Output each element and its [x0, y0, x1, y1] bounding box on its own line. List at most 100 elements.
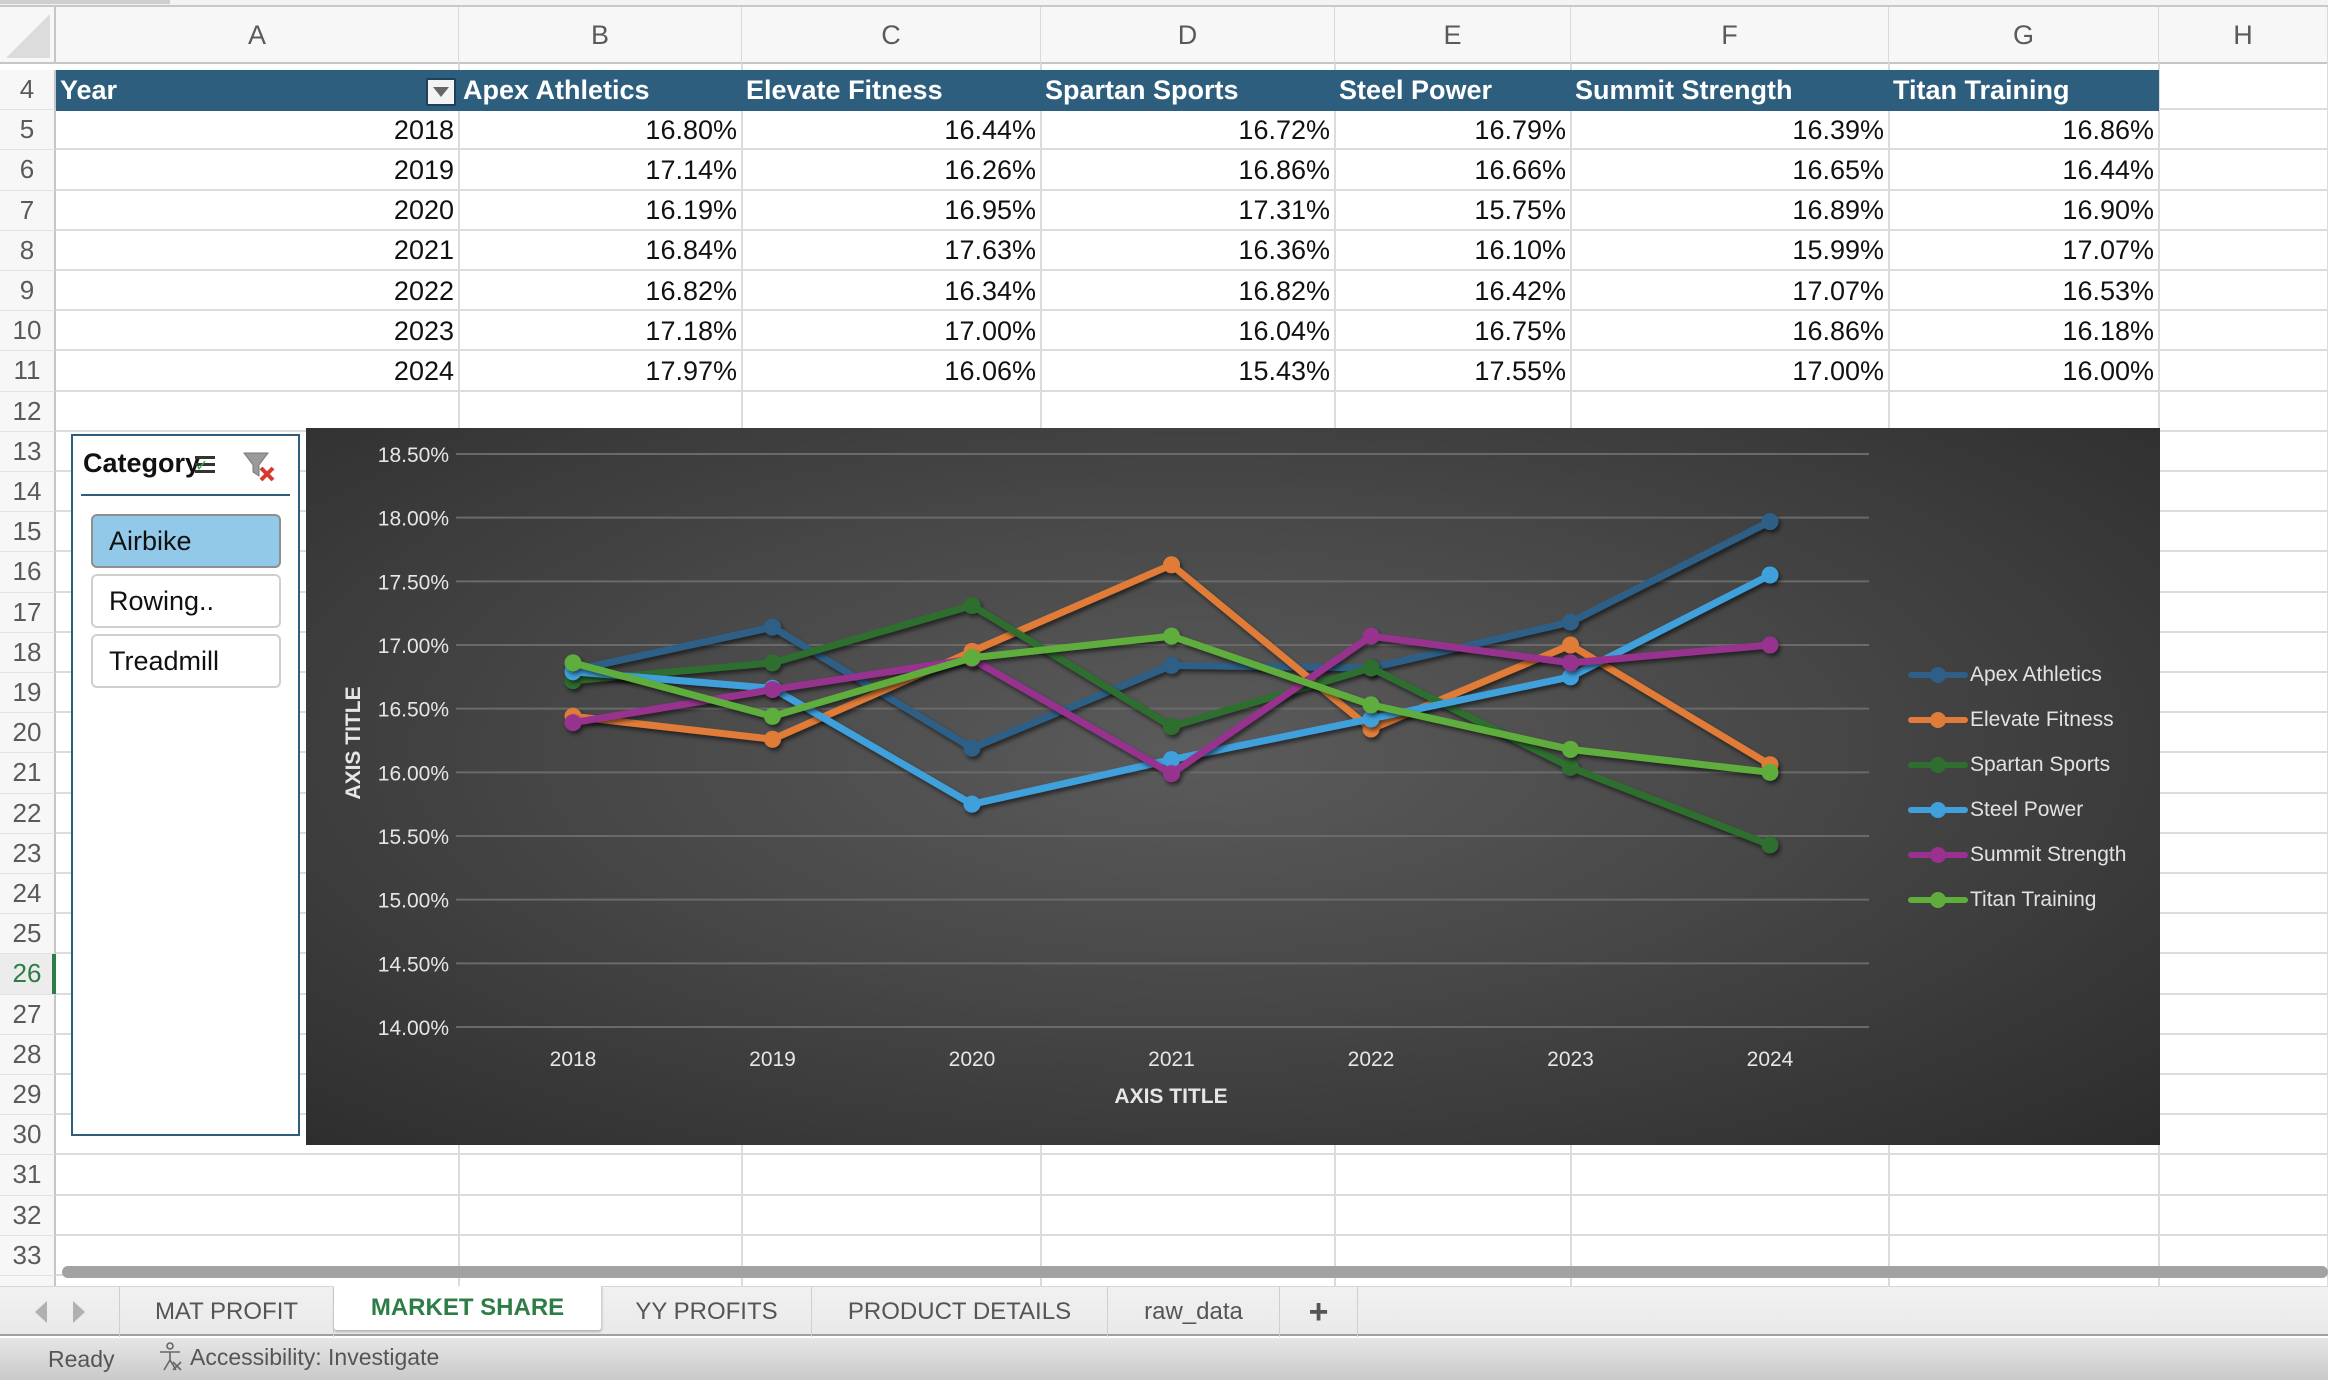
row-header-8[interactable]: 8 — [0, 230, 56, 271]
market-share-cell[interactable]: 16.72% — [1238, 114, 1330, 145]
legend-item[interactable]: Apex Athletics — [1908, 652, 2126, 697]
data-point[interactable] — [1362, 627, 1380, 645]
prev-sheet-icon[interactable] — [34, 1301, 47, 1323]
data-point[interactable] — [963, 597, 981, 615]
column-header-g[interactable]: G — [1889, 7, 2159, 64]
market-share-cell[interactable]: 16.86% — [1792, 315, 1884, 346]
series-titan-training[interactable] — [564, 627, 1779, 781]
legend-item[interactable]: Elevate Fitness — [1908, 697, 2126, 742]
data-point[interactable] — [1562, 636, 1579, 654]
data-point[interactable] — [1163, 765, 1180, 783]
row-header-10[interactable]: 10 — [0, 311, 56, 352]
column-header-h[interactable]: H — [2159, 7, 2328, 64]
market-share-cell[interactable]: 16.04% — [1238, 315, 1330, 346]
row-header-4[interactable]: 4 — [0, 70, 56, 111]
market-share-cell[interactable]: 16.18% — [2062, 315, 2154, 346]
row-header-6[interactable]: 6 — [0, 150, 56, 191]
column-header-d[interactable]: D — [1041, 7, 1335, 64]
data-point[interactable] — [1163, 656, 1180, 674]
row-header-16[interactable]: 16 — [0, 552, 56, 593]
sheet-tab-mat-profit[interactable]: MAT PROFIT — [120, 1287, 334, 1337]
sheet-tab-raw-data[interactable]: raw_data — [1108, 1287, 1280, 1337]
data-point[interactable] — [1163, 717, 1180, 735]
row-header-28[interactable]: 28 — [0, 1034, 56, 1075]
column-header-e[interactable]: E — [1335, 7, 1571, 64]
row-header-30[interactable]: 30 — [0, 1115, 56, 1156]
legend-item[interactable]: Titan Training — [1908, 877, 2126, 922]
data-point[interactable] — [1362, 696, 1380, 714]
data-point[interactable] — [1562, 758, 1579, 776]
market-share-cell[interactable]: 16.82% — [1238, 275, 1330, 306]
data-point[interactable] — [1163, 627, 1180, 645]
market-share-cell[interactable]: 16.90% — [2062, 195, 2154, 226]
market-share-cell[interactable]: 16.65% — [1792, 154, 1884, 185]
data-point[interactable] — [1163, 556, 1180, 574]
data-point[interactable] — [764, 707, 781, 725]
market-share-cell[interactable]: 16.34% — [944, 275, 1036, 306]
market-share-cell[interactable]: 16.53% — [2062, 275, 2154, 306]
next-sheet-icon[interactable] — [72, 1301, 85, 1323]
sheet-tab-market-share[interactable]: MARKET SHARE — [334, 1286, 602, 1330]
data-point[interactable] — [963, 739, 981, 757]
category-slicer[interactable]: Category ✓ Airbike Rowing.. Treadmill — [71, 434, 300, 1136]
market-share-cell[interactable]: 16.00% — [2062, 355, 2154, 386]
y-axis-title[interactable]: AXIS TITLE — [342, 686, 365, 799]
year-cell[interactable]: 2018 — [393, 114, 454, 145]
clear-filter-icon[interactable] — [241, 450, 277, 482]
market-share-cell[interactable]: 16.36% — [1238, 235, 1330, 266]
market-share-cell[interactable]: 17.31% — [1238, 195, 1330, 226]
market-share-cell[interactable]: 15.99% — [1792, 235, 1884, 266]
market-share-cell[interactable]: 16.19% — [645, 195, 737, 226]
market-share-cell[interactable]: 16.26% — [944, 154, 1036, 185]
market-share-cell[interactable]: 16.86% — [1238, 154, 1330, 185]
chart-legend[interactable]: Apex Athletics Elevate Fitness Spartan Spo… — [1908, 652, 2126, 922]
market-share-cell[interactable]: 16.86% — [2062, 114, 2154, 145]
data-point[interactable] — [1562, 613, 1579, 631]
data-point[interactable] — [1761, 566, 1779, 584]
year-cell[interactable]: 2022 — [393, 275, 454, 306]
market-share-cell[interactable]: 17.63% — [944, 235, 1036, 266]
year-cell[interactable]: 2020 — [393, 195, 454, 226]
sheet-tab-product-details[interactable]: PRODUCT DETAILS — [812, 1287, 1108, 1337]
add-sheet-button[interactable]: + — [1280, 1287, 1358, 1337]
year-filter-dropdown-icon[interactable] — [426, 78, 456, 106]
market-share-cell[interactable]: 17.18% — [645, 315, 737, 346]
row-header-24[interactable]: 24 — [0, 874, 56, 915]
row-header-19[interactable]: 19 — [0, 673, 56, 714]
data-point[interactable] — [564, 714, 582, 732]
data-point[interactable] — [1761, 836, 1779, 854]
market-share-cell[interactable]: 16.89% — [1792, 195, 1884, 226]
row-header-17[interactable]: 17 — [0, 592, 56, 633]
data-point[interactable] — [1163, 751, 1180, 769]
market-share-cell[interactable]: 17.55% — [1474, 355, 1566, 386]
market-share-cell[interactable]: 16.66% — [1474, 154, 1566, 185]
row-header-26[interactable]: 26 — [0, 954, 56, 995]
row-header-15[interactable]: 15 — [0, 512, 56, 553]
data-point[interactable] — [963, 649, 981, 667]
data-point[interactable] — [1562, 668, 1579, 686]
market-share-cell[interactable]: 15.43% — [1238, 355, 1330, 386]
legend-item[interactable]: Steel Power — [1908, 787, 2126, 832]
row-header-22[interactable]: 22 — [0, 793, 56, 834]
year-cell[interactable]: 2024 — [393, 355, 454, 386]
market-share-cell[interactable]: 17.14% — [645, 154, 737, 185]
data-point[interactable] — [764, 654, 781, 672]
market-share-cell[interactable]: 16.80% — [645, 114, 737, 145]
column-header-b[interactable]: B — [459, 7, 742, 64]
data-point[interactable] — [1562, 654, 1579, 672]
market-share-cell[interactable]: 16.95% — [944, 195, 1036, 226]
data-point[interactable] — [963, 795, 981, 813]
row-header-20[interactable]: 20 — [0, 713, 56, 754]
market-share-cell[interactable]: 16.44% — [2062, 154, 2154, 185]
data-point[interactable] — [764, 681, 781, 699]
multi-select-icon[interactable]: ✓ — [185, 452, 217, 478]
row-header-27[interactable]: 27 — [0, 994, 56, 1035]
row-header-21[interactable]: 21 — [0, 753, 56, 794]
row-header-11[interactable]: 11 — [0, 351, 56, 392]
x-axis-title[interactable]: AXIS TITLE — [1114, 1085, 1227, 1108]
column-header-f[interactable]: F — [1571, 7, 1889, 64]
data-point[interactable] — [1562, 740, 1579, 758]
market-share-cell[interactable]: 17.07% — [1792, 275, 1884, 306]
slicer-item-airbike[interactable]: Airbike — [91, 514, 281, 568]
year-cell[interactable]: 2023 — [393, 315, 454, 346]
